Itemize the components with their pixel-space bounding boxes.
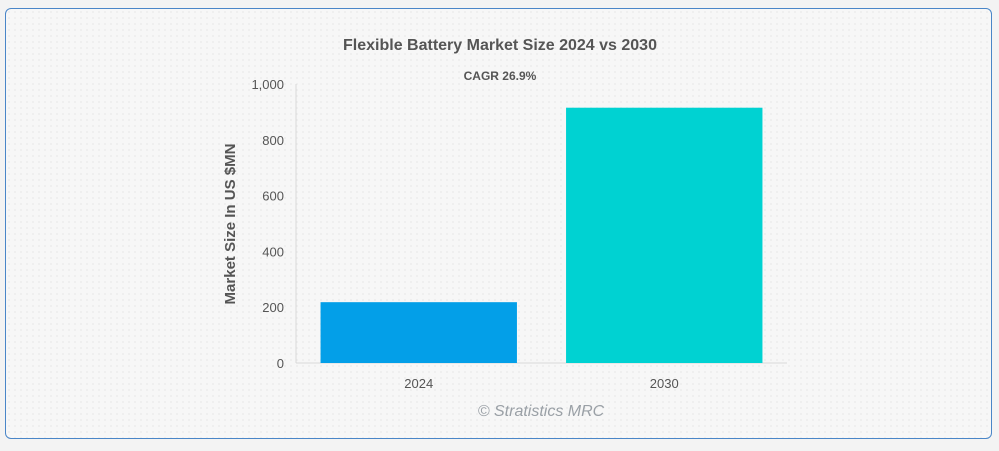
y-tick-label: 200	[262, 300, 284, 315]
chart-subtitle: CAGR 26.9%	[464, 69, 537, 83]
bar-2030	[566, 107, 763, 363]
y-tick-label: 400	[262, 244, 284, 259]
y-tick-label: 800	[262, 133, 284, 148]
x-tick-label: 2024	[404, 376, 433, 391]
y-tick-label: 1,000	[251, 77, 284, 92]
chart-title: Flexible Battery Market Size 2024 vs 203…	[343, 37, 657, 54]
bar-2024	[320, 302, 517, 363]
x-tick-label: 2030	[650, 376, 679, 391]
y-tick-label: 600	[262, 189, 284, 204]
y-axis-label: Market Size In US $MN	[222, 144, 239, 305]
chart-frame	[5, 8, 992, 439]
y-tick-label: 0	[277, 356, 284, 371]
watermark: © Stratistics MRC	[478, 403, 605, 420]
